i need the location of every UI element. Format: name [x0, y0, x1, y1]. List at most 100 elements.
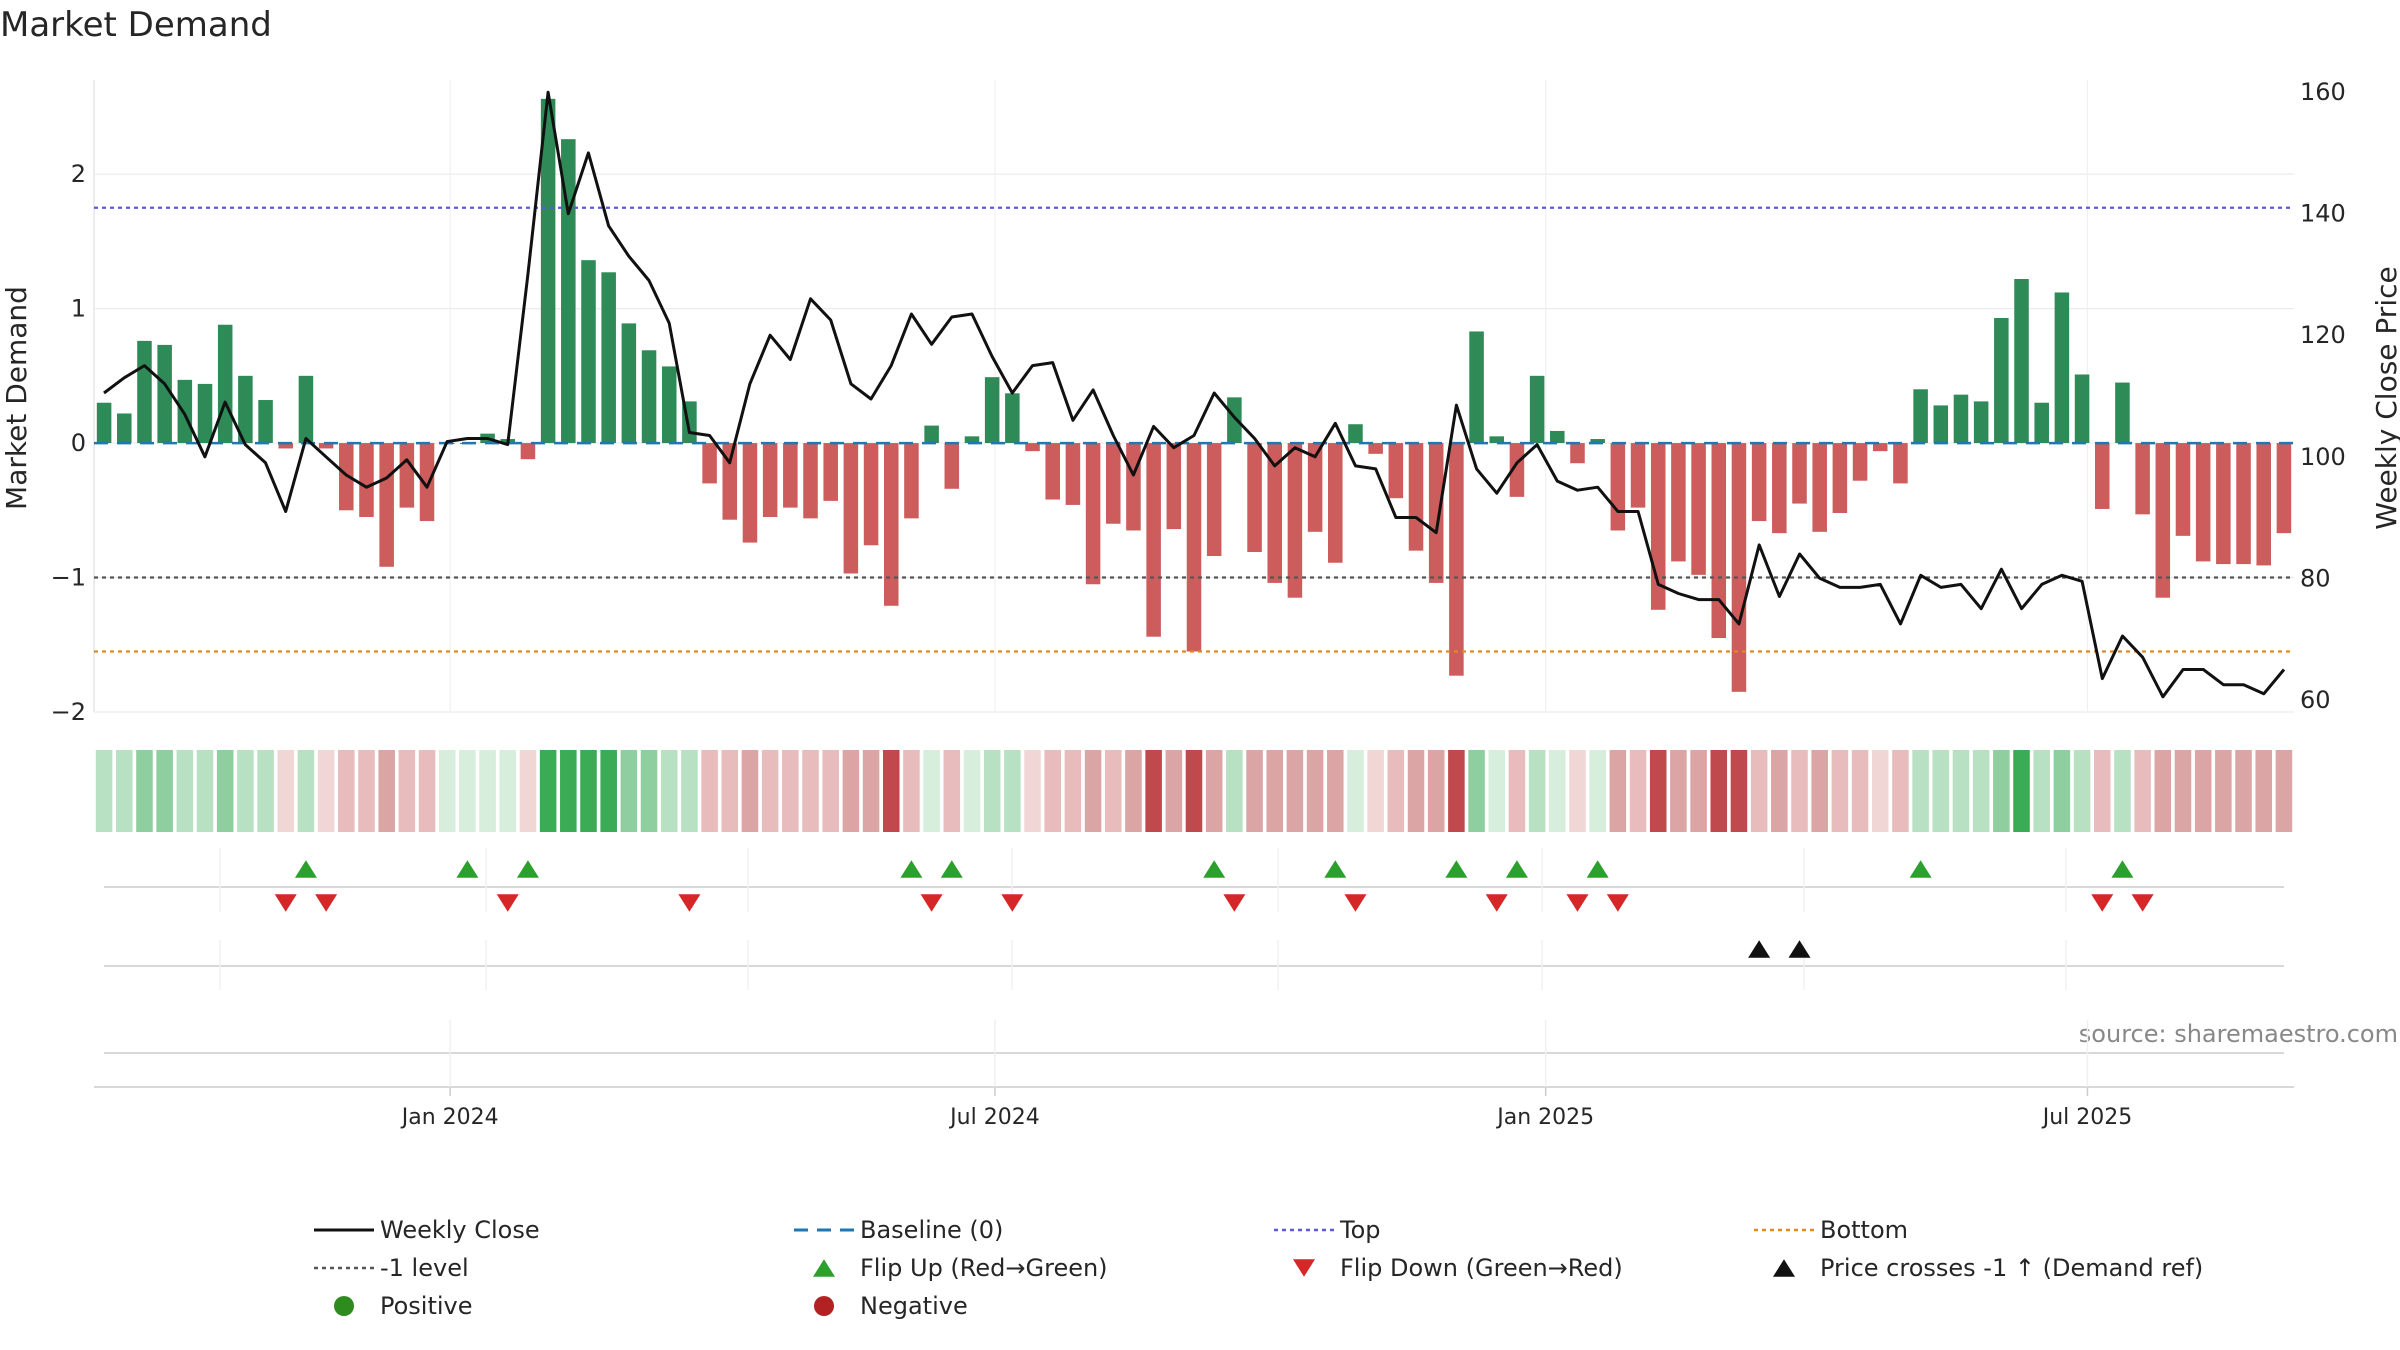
y2-tick-label: 100 — [2300, 443, 2346, 471]
flip-up-marker — [1909, 860, 1932, 878]
demand-bar — [863, 443, 879, 546]
demand-bar — [1146, 443, 1161, 637]
demand-bar — [1570, 443, 1585, 464]
y2-tick-label: 60 — [2300, 686, 2331, 714]
demand-bar — [1005, 393, 1020, 444]
legend: Weekly Close Baseline (0) Top Bottom -1 leve… — [314, 1216, 2203, 1320]
demand-bar — [1388, 443, 1404, 499]
demand-bar — [1489, 436, 1505, 444]
demand-bar — [1731, 443, 1747, 692]
demand-bar — [1671, 443, 1686, 562]
strip-cell — [2013, 750, 2030, 832]
strip-cell — [1468, 750, 1485, 832]
strip-cell — [1589, 750, 1606, 832]
demand-bar — [2195, 443, 2211, 562]
demand-bar — [2155, 443, 2171, 598]
flip-down-marker — [496, 894, 519, 912]
demand-bar — [1106, 443, 1121, 524]
flip-down-marker — [274, 894, 297, 912]
strip-cell — [136, 750, 153, 832]
demand-bar — [1529, 375, 1545, 444]
strip-cell — [358, 750, 375, 832]
legend-label: Top — [1339, 1216, 1381, 1244]
strip-cell — [1226, 750, 1243, 832]
demand-bar — [702, 443, 717, 484]
demand-bar — [1025, 443, 1040, 452]
y-tick-label: 2 — [71, 160, 86, 188]
strip-cell — [2194, 750, 2212, 832]
price-cross-marker — [1748, 940, 1771, 958]
y-tick-label: 1 — [71, 295, 86, 323]
demand-bar — [1610, 443, 1626, 531]
demand-bar — [1186, 443, 1202, 652]
demand-bars — [96, 98, 2292, 692]
strip-cell — [1811, 750, 1828, 832]
strip-cell — [560, 750, 577, 832]
demand-bar — [177, 379, 193, 444]
x-tick-label: Jan 2024 — [400, 1105, 499, 1130]
legend-label: Weekly Close — [380, 1216, 540, 1244]
demand-bar — [1509, 443, 1525, 497]
demand-bar — [1247, 443, 1262, 552]
strip-cell — [1528, 750, 1546, 832]
strip-cell — [1347, 750, 1364, 832]
strip-cell — [1165, 750, 1183, 832]
strip-cell — [1064, 750, 1082, 832]
demand-bar — [2175, 443, 2191, 536]
y-tick-label: −1 — [51, 564, 86, 592]
source-watermark: source: sharemaestro.com — [2079, 1020, 2398, 1048]
demand-bar — [1630, 443, 1646, 508]
demand-bar — [1691, 443, 1706, 575]
strip-cell — [1952, 750, 1970, 832]
legend-label: Flip Down (Green→Red) — [1340, 1254, 1623, 1282]
strip-cell — [1569, 750, 1586, 832]
y2-tick-label: 80 — [2300, 564, 2331, 592]
strip-cell — [1649, 750, 1667, 832]
flip-up-marker — [1505, 860, 1528, 878]
weekly-close-line — [103, 90, 2286, 699]
demand-bar — [1348, 424, 1363, 444]
demand-bar — [1751, 443, 1767, 522]
demand-bar — [2014, 279, 2029, 444]
legend-label: Price crosses -1 ↑ (Demand ref) — [1820, 1254, 2203, 1282]
legend-triangle-down-icon — [1293, 1259, 1315, 1277]
strip-cell — [741, 750, 759, 832]
demand-bar — [641, 350, 657, 444]
strip-cell — [903, 750, 920, 832]
demand-bar — [1832, 443, 1848, 513]
demand-bar — [2236, 443, 2251, 565]
legend-label: Positive — [380, 1292, 473, 1320]
strip-cell — [660, 750, 678, 832]
demand-bar — [601, 272, 616, 444]
flip-up-marker — [1203, 860, 1226, 878]
strip-cell — [1448, 750, 1465, 832]
strip-cell — [398, 750, 416, 832]
strip-cell — [1629, 750, 1647, 832]
strip-cell — [701, 750, 718, 832]
demand-bar — [762, 443, 778, 518]
strip-cell — [681, 750, 698, 832]
strip-cell — [1912, 750, 1929, 832]
demand-bar — [157, 344, 172, 444]
demand-bar — [399, 443, 415, 508]
demand-bar — [883, 443, 899, 606]
strip-cell — [640, 750, 658, 832]
y2-tick-label: 140 — [2300, 200, 2346, 228]
strip-cell — [822, 750, 839, 832]
strip-cell — [1286, 750, 1304, 832]
demand-bar — [742, 443, 758, 543]
flip-up-marker — [294, 860, 317, 878]
strip-cell — [2255, 750, 2272, 832]
strip-cell — [2174, 750, 2192, 832]
demand-bar — [1973, 401, 1989, 444]
demand-bar — [1792, 443, 1807, 504]
demand-bar — [419, 443, 435, 522]
demand-bar — [2256, 443, 2271, 566]
flip-down-marker — [2131, 894, 2154, 912]
demand-bar — [984, 377, 1000, 444]
flip-up-marker — [900, 860, 923, 878]
demand-bar — [621, 323, 637, 444]
strip-cell — [1549, 750, 1566, 832]
strip-cell — [1871, 750, 1889, 832]
strip-cell — [600, 750, 617, 832]
